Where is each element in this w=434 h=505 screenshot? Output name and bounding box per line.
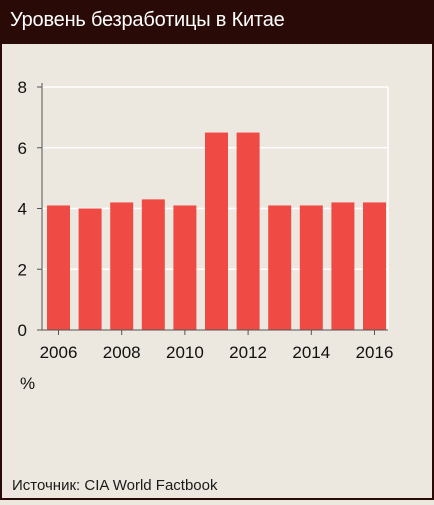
bar-2010 — [173, 205, 197, 330]
chart-area: 0 2 4 6 8 2006 2008 2010 2012 2014 2016% — [0, 44, 434, 500]
x-tick-label: 2010 — [166, 343, 204, 362]
bar-2007 — [78, 208, 102, 330]
chart-title: Уровень безработицы в Китае — [10, 9, 285, 31]
bar-2016 — [363, 202, 386, 330]
x-tick-label: 2014 — [292, 343, 330, 362]
header-bar: Уровень безработицы в Китае — [0, 0, 434, 44]
bar-2006 — [47, 205, 70, 330]
x-tick-label: 2012 — [229, 343, 267, 362]
bar-2015 — [331, 202, 355, 330]
x-tick-label: 2006 — [40, 343, 78, 362]
bar-2014 — [299, 205, 323, 330]
bar-chart: 0 2 4 6 8 2006 2008 2010 2012 2014 2016% — [18, 78, 394, 393]
frame-border-left — [0, 44, 2, 500]
x-tick-label: 2016 — [356, 343, 394, 362]
bar-2012 — [236, 132, 260, 330]
x-tick-label: 2008 — [103, 343, 141, 362]
y-unit-label: % — [20, 374, 35, 393]
y-tick-label: 8 — [18, 78, 27, 97]
frame-border-right — [432, 44, 434, 500]
source-note: Источник: CIA World Factbook — [12, 477, 218, 494]
bar-2013 — [268, 205, 292, 330]
bar-2008 — [110, 202, 134, 330]
y-tick-label: 6 — [18, 139, 27, 158]
y-tick-label: 4 — [18, 200, 27, 219]
frame-border-bottom — [0, 498, 434, 500]
y-tick-label: 2 — [18, 260, 27, 279]
y-tick-label: 0 — [18, 321, 27, 340]
bar-2009 — [141, 199, 165, 330]
bar-2011 — [205, 132, 228, 330]
